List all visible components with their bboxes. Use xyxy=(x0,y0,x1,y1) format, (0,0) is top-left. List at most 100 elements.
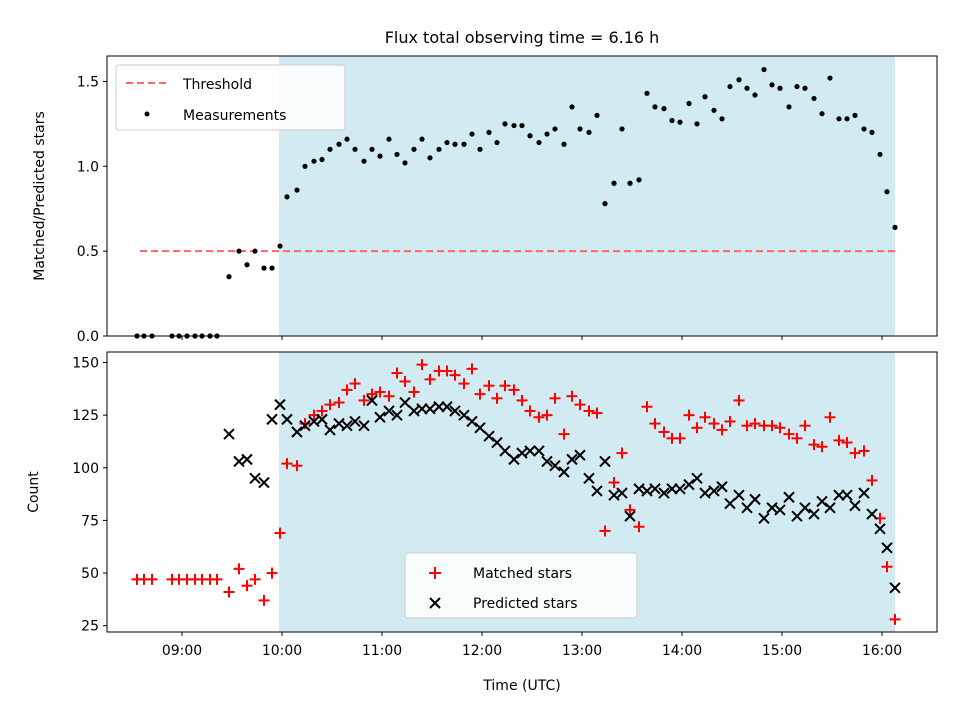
measurements-point xyxy=(436,146,442,152)
measurements-point xyxy=(577,126,583,132)
matched-stars-point xyxy=(349,378,361,390)
predicted-stars-point xyxy=(474,422,486,434)
predicted-stars-point xyxy=(349,415,361,428)
matched-stars-point xyxy=(211,573,223,585)
matched-stars-point xyxy=(633,521,645,533)
predicted-stars-point xyxy=(816,495,828,508)
measurements-point xyxy=(336,141,342,147)
matched-stars-point xyxy=(708,418,720,430)
matched-stars-point xyxy=(849,447,861,459)
top-ytick-label: 0.0 xyxy=(77,329,99,345)
predicted-stars-point xyxy=(616,487,628,499)
matched-stars-point xyxy=(391,367,403,379)
top-legend-box xyxy=(115,64,346,131)
measurements-point xyxy=(361,158,367,164)
predicted-stars-point xyxy=(658,487,670,499)
matched-stars-point xyxy=(641,401,653,413)
measurements-point xyxy=(711,107,717,113)
predicted-stars-point xyxy=(824,502,836,514)
matched-stars-point xyxy=(383,390,395,402)
predicted-stars-point xyxy=(608,489,620,501)
matched-stars-point xyxy=(366,388,378,400)
measurements-point xyxy=(226,274,232,280)
matched-stars-point xyxy=(491,392,503,404)
predicted-stars-point xyxy=(249,472,261,485)
matched-stars-point xyxy=(441,365,453,377)
measurements-point xyxy=(327,146,333,152)
predicted-stars-point xyxy=(724,497,736,510)
measurements-point xyxy=(544,131,550,137)
matched-stars-point xyxy=(558,428,570,440)
predicted-stars-point xyxy=(233,455,245,468)
matched-stars-point xyxy=(524,405,536,417)
measurements-point xyxy=(444,139,450,146)
matched-stars-point xyxy=(258,594,270,606)
predicted-stars-point xyxy=(299,419,311,432)
bottom-ylabel: Count xyxy=(26,471,42,513)
bottom-ytick-label: 50 xyxy=(81,566,99,582)
predicted-stars-point xyxy=(358,419,370,432)
top-panel: 0.0 0.5 1.0 1.5 Matched/Predicted stars Thr… xyxy=(32,55,938,345)
predicted-stars-point xyxy=(241,453,253,466)
predicted-stars-point xyxy=(366,394,378,407)
bottom-xtick-label: 12:00 xyxy=(462,643,502,659)
matched-stars-point xyxy=(541,409,553,421)
matched-stars-point xyxy=(691,422,703,434)
predicted-stars-point xyxy=(691,472,703,485)
matched-stars-point xyxy=(341,384,353,396)
bottom-xtick-label: 13:00 xyxy=(562,643,602,659)
predicted-stars-point xyxy=(733,489,745,501)
bottom-ytick-label: 150 xyxy=(72,356,99,372)
predicted-stars-point xyxy=(858,487,870,499)
bottom-ytick-label: 75 xyxy=(81,513,99,529)
matched-stars-point xyxy=(599,525,611,537)
matched-stars-point xyxy=(816,441,828,453)
legend-matched-swatch xyxy=(429,567,441,579)
measurements-point xyxy=(611,180,617,186)
measurements-point xyxy=(569,104,575,110)
bottom-legend: Matched stars Predicted stars xyxy=(404,552,638,619)
matched-stars-point xyxy=(808,439,820,451)
predicted-stars-point xyxy=(583,472,595,485)
legend-predicted-label: Predicted stars xyxy=(473,596,578,612)
predicted-stars-point xyxy=(466,415,478,428)
matched-stars-point xyxy=(616,447,628,459)
matched-stars-point xyxy=(624,504,636,516)
predicted-stars-point xyxy=(266,413,278,426)
measurements-point xyxy=(352,146,358,152)
legend-predicted-swatch xyxy=(429,597,441,609)
matched-stars-point xyxy=(608,477,620,489)
matched-stars-point xyxy=(566,390,578,402)
predicted-stars-point xyxy=(524,445,536,457)
bottom-axes-frame xyxy=(106,351,938,633)
top-ytick-label: 1.0 xyxy=(77,159,99,175)
predicted-stars-point xyxy=(549,459,561,472)
measurements-point xyxy=(652,104,658,110)
bottom-xtick-label: 10:00 xyxy=(262,643,302,659)
bottom-legend-box xyxy=(404,552,638,619)
measurements-point xyxy=(261,265,267,271)
matched-stars-point xyxy=(466,363,478,375)
measurements-point xyxy=(844,116,850,122)
measurements-point xyxy=(244,262,250,268)
predicted-stars-point xyxy=(599,455,611,468)
predicted-stars-point xyxy=(508,453,520,466)
measurements-point xyxy=(411,146,417,152)
measurements-point xyxy=(752,92,758,98)
matched-stars-point xyxy=(549,392,561,404)
predicted-stars-point xyxy=(223,428,235,440)
matched-stars-point xyxy=(291,460,303,472)
bottom-xtick-label: 11:00 xyxy=(362,643,402,659)
legend-measurements-label: Measurements xyxy=(183,108,286,124)
predicted-stars-point xyxy=(866,508,878,520)
predicted-stars-point xyxy=(499,445,511,457)
measurements-point xyxy=(852,112,858,118)
matched-stars-point xyxy=(458,378,470,390)
predicted-stars-point xyxy=(458,409,470,421)
bottom-ytick-label: 100 xyxy=(72,461,99,477)
measurements-point xyxy=(761,66,767,73)
matched-stars-point xyxy=(233,563,245,575)
matched-stars-point xyxy=(299,418,311,430)
matched-stars-point xyxy=(266,567,278,579)
matched-stars-point xyxy=(674,432,686,444)
